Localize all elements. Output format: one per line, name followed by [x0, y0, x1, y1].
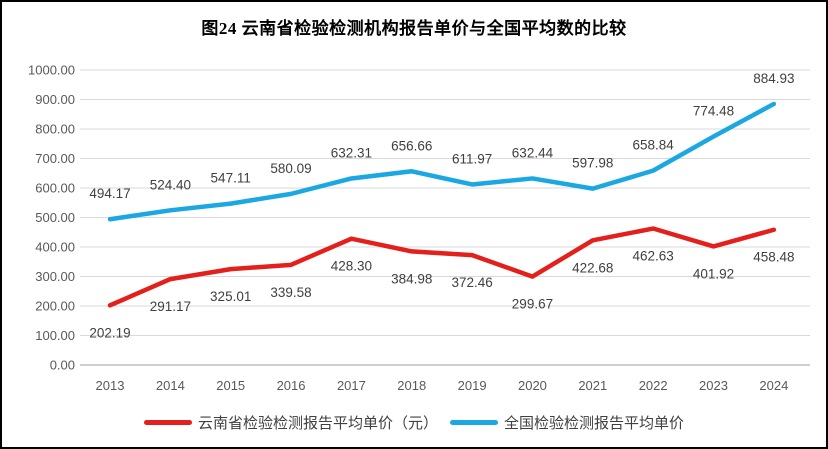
data-label-yunnan: 202.19	[89, 325, 130, 340]
data-label-yunnan: 428.30	[331, 259, 372, 274]
legend-swatch-yunnan	[143, 420, 192, 425]
y-tick-label: 400.00	[35, 240, 75, 255]
data-label-yunnan: 458.48	[753, 250, 794, 265]
y-tick-label: 900.00	[35, 92, 75, 107]
data-label-yunnan: 372.46	[451, 275, 492, 290]
data-label-national: 547.11	[211, 171, 251, 186]
data-label-national: 524.40	[150, 177, 191, 192]
data-label-national: 611.97	[452, 151, 492, 166]
data-label-national: 884.93	[753, 71, 794, 86]
data-label-yunnan: 325.01	[210, 289, 251, 304]
data-label-yunnan: 384.98	[391, 271, 432, 286]
legend-item-yunnan: 云南省检验检测报告平均单价（元）	[143, 412, 438, 433]
x-tick-label: 2021	[578, 378, 607, 393]
data-label-national: 632.31	[331, 145, 372, 160]
x-tick-label: 2024	[759, 378, 788, 393]
y-tick-label: 500.00	[35, 210, 75, 225]
x-tick-label: 2019	[458, 378, 487, 393]
legend-item-national: 全国检验检测报告平均单价	[450, 412, 684, 433]
y-tick-label: 200.00	[35, 299, 75, 314]
data-label-yunnan: 422.68	[572, 260, 613, 275]
chart-title: 图24 云南省检验检测机构报告单价与全国平均数的比较	[201, 19, 627, 38]
x-tick-label: 2014	[156, 378, 185, 393]
x-tick-label: 2020	[518, 378, 547, 393]
legend: 云南省检验检测报告平均单价（元） 全国检验检测报告平均单价	[2, 412, 826, 433]
legend-label-national: 全国检验检测报告平均单价	[504, 415, 685, 432]
x-tick-label: 2016	[277, 378, 306, 393]
data-label-yunnan: 291.17	[150, 299, 191, 314]
data-label-national: 494.17	[89, 186, 130, 201]
y-tick-label: 100.00	[35, 328, 75, 343]
y-tick-label: 300.00	[35, 269, 75, 284]
y-tick-label: 600.00	[35, 181, 75, 196]
data-label-national: 597.98	[572, 156, 613, 171]
x-tick-label: 2015	[216, 378, 245, 393]
data-label-yunnan: 401.92	[693, 266, 734, 281]
series-line-national	[107, 101, 777, 222]
x-tick-label: 2018	[397, 378, 426, 393]
legend-label-yunnan: 云南省检验检测报告平均单价（元）	[197, 415, 438, 432]
x-tick-label: 2013	[96, 378, 125, 393]
data-label-yunnan: 339.58	[270, 285, 311, 300]
legend-swatch-national	[450, 420, 498, 425]
data-label-national: 632.44	[512, 145, 554, 160]
y-tick-label: 700.00	[35, 151, 75, 166]
x-tick-label: 2017	[337, 378, 366, 393]
data-label-national: 774.48	[693, 104, 734, 119]
y-tick-label: 800.00	[35, 122, 75, 137]
y-tick-label: 1000.00	[28, 63, 75, 78]
data-label-national: 656.66	[391, 138, 432, 153]
data-label-national: 658.84	[633, 138, 675, 153]
data-label-national: 580.09	[270, 161, 311, 176]
data-label-yunnan: 299.67	[512, 297, 553, 312]
series-line-yunnan	[107, 226, 777, 308]
x-tick-label: 2023	[699, 378, 728, 393]
y-tick-label: 0.00	[50, 358, 75, 373]
x-tick-label: 2022	[639, 378, 668, 393]
data-label-yunnan: 462.63	[633, 249, 674, 264]
